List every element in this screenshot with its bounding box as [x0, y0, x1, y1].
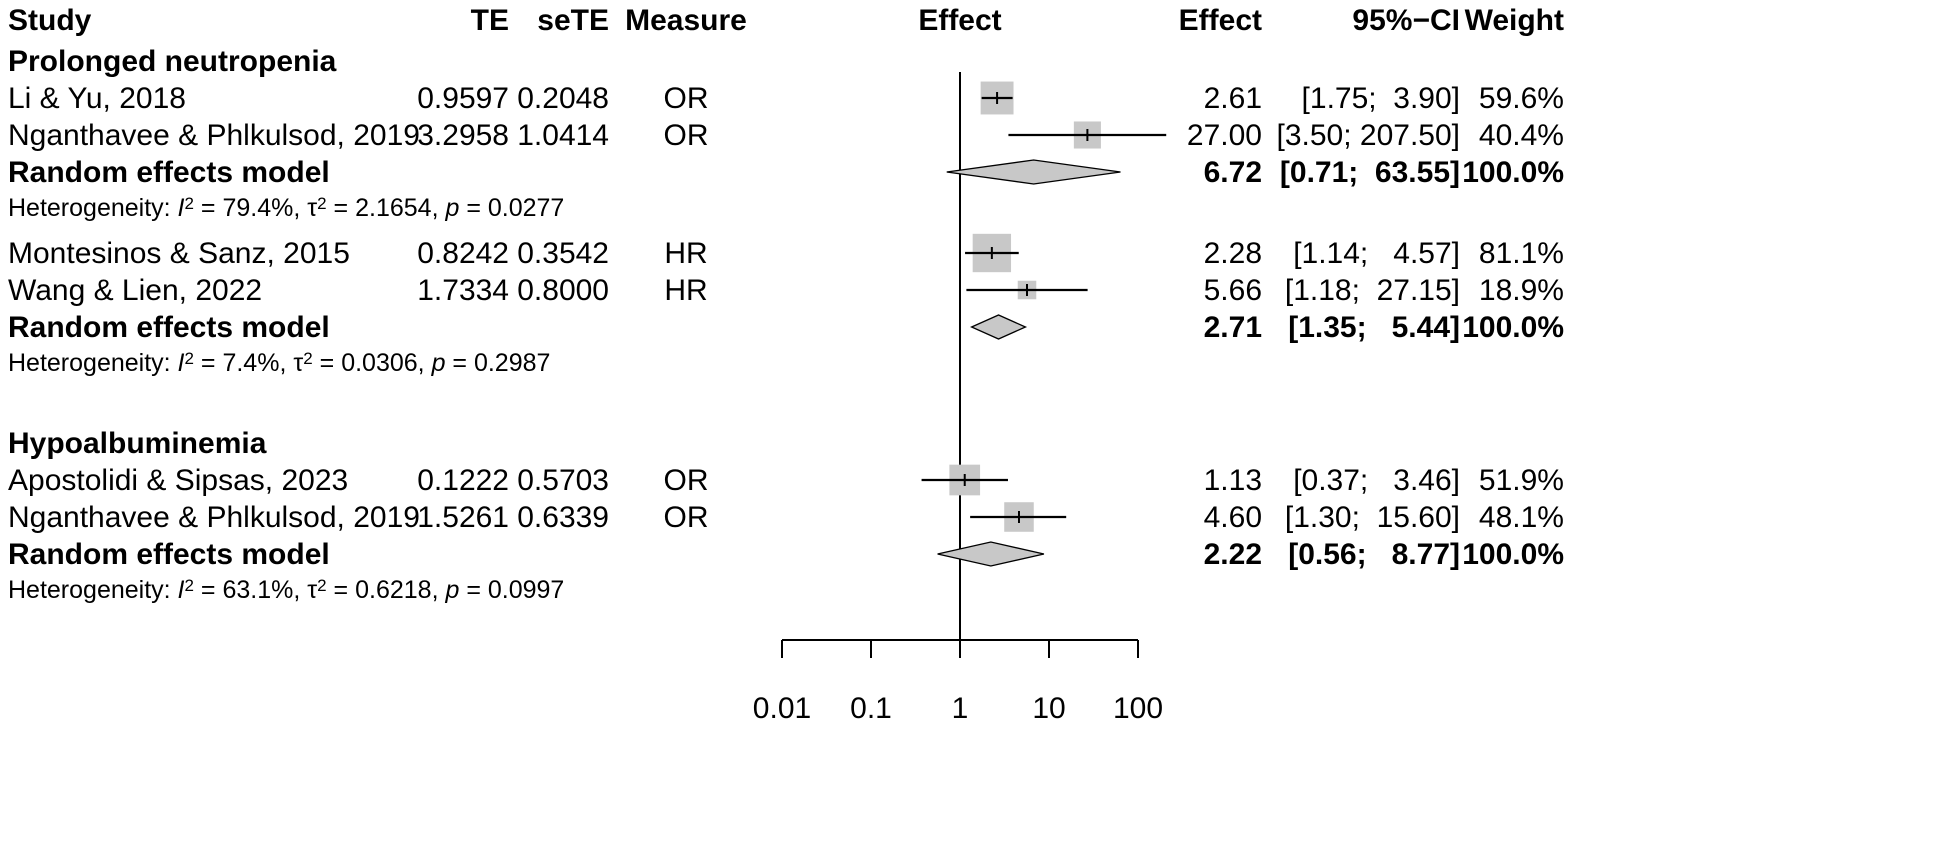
header-effect: Effect: [1179, 4, 1262, 37]
study-ci: [3.50; 207.50]: [1277, 119, 1461, 152]
study-label: Nganthavee & Phlkulsod, 2019: [8, 119, 420, 152]
x-axis-tick-label: 0.1: [850, 692, 892, 725]
pooled-label: Random effects model: [8, 156, 330, 189]
study-te: 1.5261: [417, 501, 509, 534]
x-axis-tick-label: 100: [1113, 692, 1163, 725]
study-te: 0.1222: [417, 464, 509, 497]
study-weight: 18.9%: [1479, 274, 1564, 307]
pooled-ci: [0.71; 63.55]: [1280, 156, 1460, 189]
header-weight: Weight: [1465, 4, 1564, 37]
pooled-weight: 100.0%: [1462, 311, 1564, 344]
pooled-weight: 100.0%: [1462, 538, 1564, 571]
study-measure: HR: [664, 237, 707, 270]
header-ci: 95%−CI: [1352, 4, 1460, 37]
study-weight: 81.1%: [1479, 237, 1564, 270]
study-ci: [1.14; 4.57]: [1293, 237, 1460, 270]
study-label: Apostolidi & Sipsas, 2023: [8, 464, 348, 497]
study-effect: 5.66: [1204, 274, 1262, 307]
pooled-ci: [1.35; 5.44]: [1288, 311, 1460, 344]
study-measure: OR: [664, 119, 709, 152]
study-weight: 48.1%: [1479, 501, 1564, 534]
pooled-label: Random effects model: [8, 311, 330, 344]
study-effect: 2.61: [1204, 82, 1262, 115]
study-label: Li & Yu, 2018: [8, 82, 186, 115]
header-study: Study: [8, 4, 92, 37]
study-effect: 1.13: [1204, 464, 1262, 497]
study-measure: OR: [664, 464, 709, 497]
study-ci: [1.30; 15.60]: [1285, 501, 1460, 534]
study-te: 0.9597: [417, 82, 509, 115]
study-measure: OR: [664, 501, 709, 534]
study-weight: 40.4%: [1479, 119, 1564, 152]
header-effect-plot: Effect: [918, 4, 1001, 37]
x-axis-tick-label: 1: [952, 692, 969, 725]
study-sete: 0.6339: [517, 501, 609, 534]
study-ci: [0.37; 3.46]: [1293, 464, 1460, 497]
pooled-diamond: [937, 541, 1045, 567]
study-label: Wang & Lien, 2022: [8, 274, 262, 307]
study-sete: 0.3542: [517, 237, 609, 270]
study-measure: OR: [664, 82, 709, 115]
study-sete: 0.8000: [517, 274, 609, 307]
subgroup-title: Prolonged neutropenia: [8, 45, 337, 78]
study-label: Montesinos & Sanz, 2015: [8, 237, 350, 270]
pooled-effect: 2.22: [1204, 538, 1262, 571]
header-measure: Measure: [625, 4, 747, 37]
pooled-diamond: [946, 159, 1121, 185]
subgroup-title: Hypoalbuminemia: [8, 427, 267, 460]
pooled-effect: 2.71: [1204, 311, 1262, 344]
study-te: 3.2958: [417, 119, 509, 152]
study-sete: 0.5703: [517, 464, 609, 497]
study-te: 0.8242: [417, 237, 509, 270]
pooled-label: Random effects model: [8, 538, 330, 571]
header-te: TE: [471, 4, 509, 37]
study-label: Nganthavee & Phlkulsod, 2019: [8, 501, 420, 534]
heterogeneity-text: Heterogeneity: I2 = 79.4%, τ2 = 2.1654, …: [8, 194, 564, 222]
x-axis-tick-label: 10: [1032, 692, 1065, 725]
pooled-effect: 6.72: [1204, 156, 1262, 189]
study-effect: 2.28: [1204, 237, 1262, 270]
study-te: 1.7334: [417, 274, 509, 307]
pooled-ci: [0.56; 8.77]: [1288, 538, 1460, 571]
study-weight: 51.9%: [1479, 464, 1564, 497]
study-sete: 0.2048: [517, 82, 609, 115]
study-ci: [1.75; 3.90]: [1302, 82, 1460, 115]
study-measure: HR: [664, 274, 707, 307]
study-effect: 4.60: [1204, 501, 1262, 534]
study-sete: 1.0414: [517, 119, 609, 152]
heterogeneity-text: Heterogeneity: I2 = 7.4%, τ2 = 0.0306, p…: [8, 349, 550, 377]
heterogeneity-text: Heterogeneity: I2 = 63.1%, τ2 = 0.6218, …: [8, 576, 564, 604]
pooled-weight: 100.0%: [1462, 156, 1564, 189]
study-weight: 59.6%: [1479, 82, 1564, 115]
pooled-diamond: [970, 314, 1028, 340]
header-sete: seTE: [537, 4, 609, 37]
x-axis-tick-label: 0.01: [753, 692, 811, 725]
study-effect: 27.00: [1187, 119, 1262, 152]
study-ci: [1.18; 27.15]: [1285, 274, 1460, 307]
